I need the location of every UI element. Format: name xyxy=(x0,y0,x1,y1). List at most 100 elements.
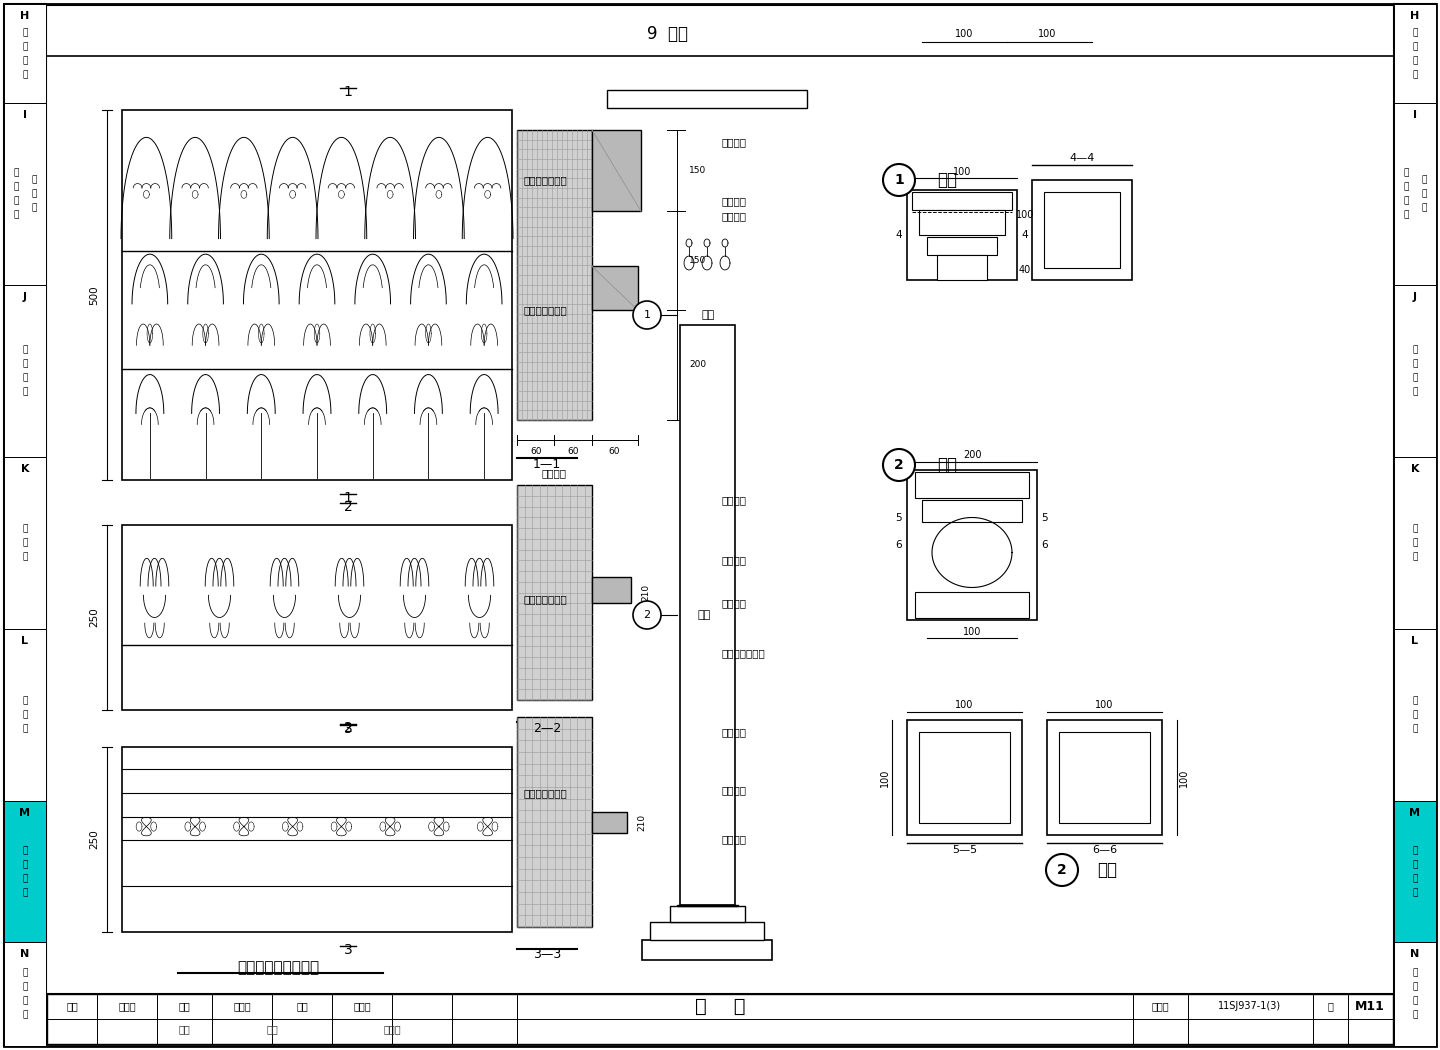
Bar xyxy=(1394,4,1436,103)
Bar xyxy=(907,470,1037,620)
Text: 1: 1 xyxy=(894,173,904,187)
Text: 蒙: 蒙 xyxy=(22,525,27,533)
Text: 土: 土 xyxy=(1413,42,1418,51)
Text: 100: 100 xyxy=(880,769,890,786)
Text: 3—3: 3—3 xyxy=(533,948,562,962)
Text: 妙花: 妙花 xyxy=(266,1024,278,1034)
Text: 式: 式 xyxy=(1421,175,1427,185)
Text: 束腰: 束腰 xyxy=(697,610,710,620)
Text: K: K xyxy=(1411,464,1420,475)
Text: 5—5: 5—5 xyxy=(952,845,978,855)
Text: 5: 5 xyxy=(896,513,903,523)
Bar xyxy=(1047,720,1162,835)
Text: 100: 100 xyxy=(1038,29,1056,39)
Text: 族: 族 xyxy=(22,360,27,369)
Text: L: L xyxy=(1411,636,1418,646)
Text: 100: 100 xyxy=(1096,700,1113,710)
Text: 北: 北 xyxy=(1404,183,1408,192)
Text: 和: 和 xyxy=(1413,846,1418,855)
Bar xyxy=(649,922,765,940)
Text: M: M xyxy=(20,808,30,818)
Text: 3: 3 xyxy=(344,722,353,736)
Text: 房: 房 xyxy=(1413,724,1418,734)
Text: 250: 250 xyxy=(89,608,99,627)
Bar xyxy=(927,237,996,255)
Text: 210: 210 xyxy=(641,584,649,601)
Text: 民: 民 xyxy=(22,56,27,65)
Bar xyxy=(592,267,638,310)
Text: 60: 60 xyxy=(530,447,541,457)
Text: 4: 4 xyxy=(1022,230,1028,240)
Text: 居: 居 xyxy=(1413,70,1418,79)
Text: J: J xyxy=(1413,292,1417,302)
Bar xyxy=(122,110,513,480)
Circle shape xyxy=(1045,854,1079,886)
Text: K: K xyxy=(20,464,29,475)
Bar xyxy=(914,592,1030,618)
Bar xyxy=(1394,4,1436,1046)
Bar xyxy=(517,717,592,927)
Text: 500: 500 xyxy=(89,286,99,304)
Text: 11SJ937-1(3): 11SJ937-1(3) xyxy=(1218,1001,1282,1011)
Text: 民: 民 xyxy=(1413,874,1418,883)
Bar xyxy=(1394,286,1436,457)
Bar xyxy=(517,130,592,420)
Text: 包: 包 xyxy=(22,552,27,562)
Text: 100: 100 xyxy=(963,627,981,637)
Bar xyxy=(912,192,1012,210)
Text: 膨胀螺栓: 膨胀螺栓 xyxy=(721,727,747,737)
Text: 土: 土 xyxy=(22,42,27,51)
Text: 2: 2 xyxy=(894,458,904,472)
Text: 井: 井 xyxy=(1404,196,1408,206)
Text: 柱    式: 柱 式 xyxy=(694,996,746,1015)
Text: 9  柱式: 9 柱式 xyxy=(647,25,688,43)
Text: 民: 民 xyxy=(1413,56,1418,65)
Text: 柱颈: 柱颈 xyxy=(703,310,716,320)
Text: 木制或石膏线条: 木制或石膏线条 xyxy=(524,304,567,315)
Circle shape xyxy=(883,449,914,481)
Bar xyxy=(592,578,631,604)
Text: 干: 干 xyxy=(1404,211,1408,219)
Text: 2: 2 xyxy=(344,721,353,735)
Text: 盛刃: 盛刃 xyxy=(179,1024,190,1034)
Text: 4: 4 xyxy=(896,230,903,240)
Text: 100: 100 xyxy=(955,700,973,710)
Text: 居: 居 xyxy=(32,204,36,213)
Text: 6: 6 xyxy=(896,540,903,550)
Bar xyxy=(937,255,986,280)
Text: 坯: 坯 xyxy=(22,711,27,719)
Text: 族: 族 xyxy=(1413,360,1418,369)
Text: 2—2: 2—2 xyxy=(533,721,562,735)
Text: 设计: 设计 xyxy=(297,1001,308,1011)
Text: 民: 民 xyxy=(1413,996,1418,1006)
Text: 蒙: 蒙 xyxy=(1413,525,1418,533)
Text: 1—1: 1—1 xyxy=(533,459,562,471)
Text: M11: M11 xyxy=(1355,1000,1385,1012)
Bar xyxy=(4,942,46,1046)
Circle shape xyxy=(634,301,661,329)
Text: 图集号: 图集号 xyxy=(1151,1001,1169,1011)
Text: 包: 包 xyxy=(1413,552,1418,562)
Text: 土: 土 xyxy=(1413,696,1418,706)
Text: 审核: 审核 xyxy=(66,1001,78,1011)
Text: 4—4: 4—4 xyxy=(1070,153,1094,163)
Text: 预埋吊环: 预埋吊环 xyxy=(541,468,567,478)
Text: 居: 居 xyxy=(22,1010,27,1020)
Text: 古: 古 xyxy=(1413,539,1418,548)
Circle shape xyxy=(634,601,661,629)
Text: 建筑檐口: 建筑檐口 xyxy=(721,136,747,147)
Text: 2: 2 xyxy=(1057,863,1067,877)
Text: J: J xyxy=(23,292,27,302)
Text: 束腰: 束腰 xyxy=(1097,861,1117,879)
Text: H: H xyxy=(1410,10,1420,21)
Text: 坯: 坯 xyxy=(1413,711,1418,719)
Text: 房: 房 xyxy=(22,724,27,734)
Text: 喀: 喀 xyxy=(22,968,27,978)
Text: 土: 土 xyxy=(22,696,27,706)
Text: 3: 3 xyxy=(344,943,353,957)
Text: 木制或石膏线条: 木制或石膏线条 xyxy=(524,175,567,185)
Text: I: I xyxy=(23,110,27,120)
Text: 东: 东 xyxy=(1404,169,1408,177)
Text: 100: 100 xyxy=(1015,210,1034,220)
Bar xyxy=(122,747,513,932)
